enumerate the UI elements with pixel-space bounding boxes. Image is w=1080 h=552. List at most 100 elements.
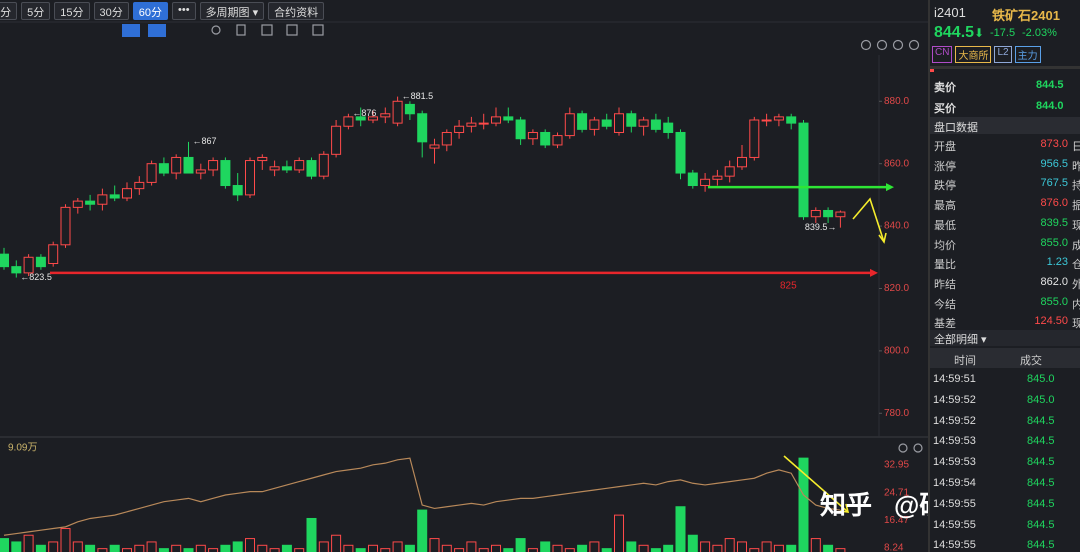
candle-body — [687, 172, 698, 187]
stat-side: 外 — [1072, 278, 1080, 291]
plot: 880.0 860.0 840.0 820.0 800.0 780.0 ←823.5 ←867… — [0, 91, 909, 552]
candle-body — [601, 119, 612, 127]
down-arrow: ⬇ — [974, 26, 985, 40]
volume-bar — [810, 538, 821, 552]
volume-bar — [368, 544, 378, 552]
volume-bar — [355, 548, 366, 552]
candle-body — [109, 194, 120, 199]
volume-bar — [269, 548, 280, 552]
icon — [236, 24, 246, 36]
y-tick-label: 880.0 — [884, 96, 909, 107]
volume-bar — [318, 541, 329, 552]
table-header — [930, 348, 1080, 368]
candle-body — [429, 144, 440, 149]
trade-price: 845.0 — [1027, 393, 1055, 406]
stat-label: 今结 — [934, 298, 956, 311]
volume-bar — [48, 541, 59, 552]
icon — [876, 39, 888, 51]
candle-body — [564, 113, 575, 137]
section-bar — [930, 117, 1080, 134]
period-button[interactable]: 1分 — [0, 2, 18, 20]
arrow-head — [870, 268, 878, 277]
volume-bar — [306, 517, 317, 552]
stat-value: 839.5 — [1040, 216, 1068, 229]
candle-body — [675, 131, 686, 174]
trade-price: 844.5 — [1027, 518, 1055, 531]
stat-side: 持 — [1072, 180, 1080, 193]
stat-side: 成 — [1072, 239, 1080, 252]
icon — [312, 24, 324, 36]
volume-bar — [392, 541, 403, 552]
stat-side: 仓 — [1072, 259, 1080, 272]
period-button[interactable]: 5分 — [21, 2, 51, 20]
volume-bar — [527, 548, 538, 552]
volume-bar — [171, 544, 182, 552]
col-price: 成交 — [1020, 355, 1042, 367]
col-time: 时间 — [954, 355, 976, 367]
candle-body — [552, 135, 563, 146]
candle-body — [810, 209, 821, 218]
volume-tick-label: 32.95 — [884, 460, 909, 471]
volume-bar — [601, 548, 612, 552]
candle-body — [761, 119, 772, 122]
candle-body — [195, 169, 206, 174]
y-tick-label: 800.0 — [884, 346, 909, 357]
period-button[interactable]: 60分 — [132, 2, 168, 20]
candle-body — [294, 160, 305, 171]
volume-bar — [35, 544, 46, 552]
volume-bar — [109, 544, 120, 552]
trade-price: 845.0 — [1027, 373, 1055, 385]
candle-body — [380, 113, 391, 118]
tag: 大商所 — [955, 46, 992, 63]
volume-bar — [122, 548, 132, 552]
last-price: 844.5 — [934, 24, 975, 41]
candle-body — [0, 253, 9, 268]
volume-bar — [97, 548, 108, 552]
trade-time: 14:59:53 — [933, 456, 976, 469]
volume-tick-label: 16.47 — [884, 515, 909, 526]
stat-side: 现 — [1072, 219, 1080, 232]
price-annotation: 839.5→ — [805, 222, 837, 232]
volume-bar — [577, 544, 588, 552]
candle-body — [232, 185, 243, 196]
stat-value: 862.0 — [1040, 275, 1068, 288]
stat-side: 振 — [1072, 200, 1080, 213]
contract-button[interactable]: 合约资料 — [268, 2, 325, 20]
y-tick-label: 860.0 — [884, 158, 909, 169]
period-button[interactable]: 15分 — [54, 2, 90, 20]
volume-bar — [761, 541, 772, 552]
y-tick-label: 780.0 — [884, 408, 909, 419]
watermark: 知乎 @破晓投研 — [820, 490, 928, 520]
section-title: 盘口数据 — [934, 122, 978, 134]
chart: 9.09万 880.0 860.0 840.0 820.0 800.0 780.0 ←823… — [0, 21, 928, 552]
trade-time: 14:59:54 — [933, 477, 976, 489]
icon — [261, 24, 273, 36]
stat-value: 1.23 — [1046, 256, 1068, 269]
stat-value: 767.5 — [1040, 177, 1068, 190]
trade-price: 844.5 — [1027, 497, 1055, 510]
candle-body — [724, 166, 735, 177]
candle-body — [35, 256, 46, 268]
stat-value: 855.0 — [1040, 236, 1068, 249]
candle-body — [146, 163, 157, 183]
detail-title: 全部明细 ▾ — [934, 334, 987, 346]
volume-bar — [380, 548, 391, 552]
volume-tick-label: 8.24 — [884, 542, 904, 552]
volume-bar — [232, 541, 243, 552]
candle-body — [454, 125, 465, 133]
stat-value: 956.5 — [1040, 157, 1068, 170]
volume-bar — [650, 548, 661, 552]
period-button[interactable]: 30分 — [93, 2, 129, 20]
volume-bar — [220, 544, 231, 552]
volume-bar — [491, 544, 501, 552]
icon — [860, 39, 872, 51]
stat-label: 开盘 — [934, 141, 956, 153]
more-button[interactable]: ••• — [172, 2, 196, 20]
candle-body — [478, 122, 489, 125]
volume-bar — [72, 541, 83, 552]
volume-bar — [540, 541, 551, 552]
volume-bar — [773, 544, 784, 552]
multi-period-button[interactable]: 多周期图 ▾ — [199, 2, 265, 20]
trade-time: 14:59:55 — [933, 518, 976, 531]
candle-body — [48, 244, 59, 265]
